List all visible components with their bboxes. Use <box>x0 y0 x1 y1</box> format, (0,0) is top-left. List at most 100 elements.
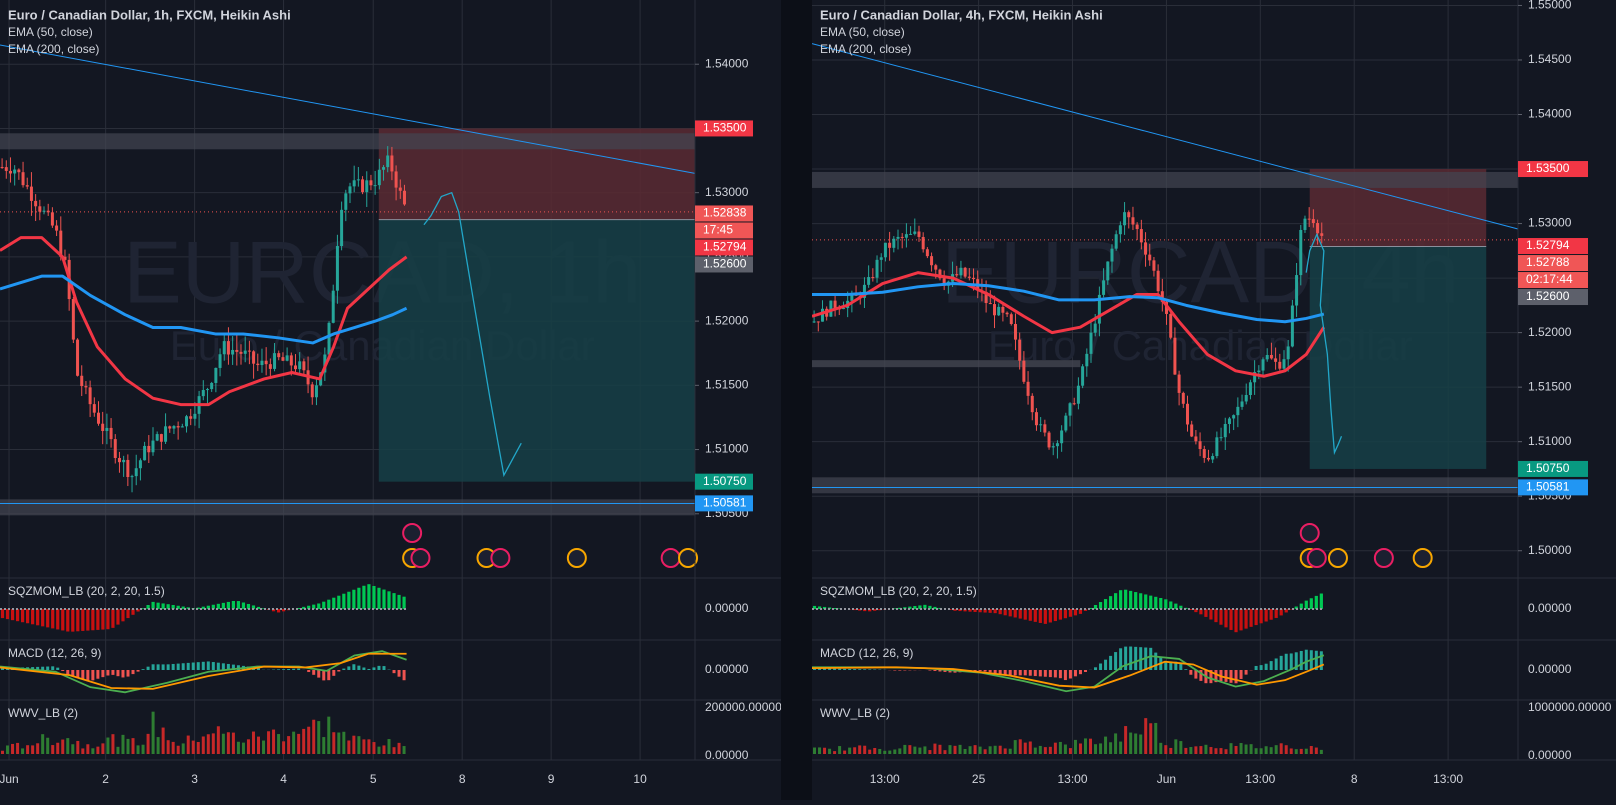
pane-label-sqzmom: SQZMOM_LB (20, 2, 20, 1.5) <box>8 584 165 598</box>
candle-body <box>139 460 142 468</box>
candle-body <box>930 256 933 265</box>
macd-histogram-bar <box>327 670 330 680</box>
candle-body <box>357 179 360 180</box>
sqzmom-bar <box>1134 592 1137 609</box>
macd-histogram-bar <box>984 670 987 672</box>
price-tick-label: 1.55000 <box>1528 0 1572 12</box>
price-tick-label: 1.54500 <box>1528 52 1572 66</box>
wwv-bar <box>1209 747 1212 754</box>
wwv-bar <box>1300 749 1303 754</box>
macd-histogram-bar <box>863 669 866 670</box>
sqzmom-bar <box>332 598 335 609</box>
macd-histogram-bar <box>1019 670 1022 675</box>
wwv-bar <box>398 743 401 754</box>
sqzmom-bar <box>1164 599 1167 609</box>
sqzmom-bar <box>151 602 154 609</box>
wwv-bar <box>848 748 851 754</box>
sqzmom-bar <box>1014 609 1017 617</box>
macd-histogram-bar <box>1079 670 1082 674</box>
candle-body <box>294 365 297 369</box>
candle-body <box>26 185 29 186</box>
candle-body <box>876 260 879 278</box>
wwv-bar <box>1159 743 1162 754</box>
wwv-bar <box>868 750 871 754</box>
candle-body <box>1018 340 1021 361</box>
sqzmom-bar <box>76 609 79 631</box>
candle-body <box>913 232 916 234</box>
support-band <box>0 499 695 515</box>
wwv-bar <box>352 736 355 754</box>
macd-histogram-bar <box>372 667 375 670</box>
indicator-legend-ema200: EMA (200, close) <box>8 42 99 56</box>
wwv-bar <box>1295 749 1298 754</box>
wwv-bar <box>959 745 962 754</box>
wwv-bar <box>347 740 350 754</box>
wwv-bar <box>1129 733 1132 754</box>
pane-label-sqzmom: SQZMOM_LB (20, 2, 20, 1.5) <box>820 584 977 598</box>
macd-histogram-bar <box>96 670 99 679</box>
macd-histogram-bar <box>1029 670 1032 676</box>
economic-event-icon <box>411 549 429 567</box>
macd-histogram-bar <box>858 669 861 670</box>
wwv-bar <box>1290 748 1293 754</box>
macd-histogram-bar <box>1034 670 1037 676</box>
candle-body <box>905 234 908 238</box>
macd-histogram-bar <box>317 670 320 678</box>
wwv-bar <box>172 742 175 754</box>
candle-body <box>1194 436 1197 441</box>
macd-histogram-bar <box>101 670 104 677</box>
candle-body <box>172 426 175 428</box>
macd-histogram-bar <box>1280 656 1283 670</box>
macd-histogram-bar <box>207 661 210 670</box>
time-tick-label: 13:00 <box>870 772 900 786</box>
candle-body <box>880 257 883 260</box>
macd-histogram-bar <box>192 663 195 670</box>
candle-body <box>1 167 4 168</box>
wwv-bar <box>1199 746 1202 754</box>
sqzmom-bar <box>352 590 355 609</box>
candle-body <box>1014 324 1017 340</box>
time-tick-label: 5 <box>370 772 377 786</box>
macd-histogram-bar <box>898 670 901 671</box>
wwv-bar <box>1024 743 1027 754</box>
sqzmom-bar <box>1214 609 1217 622</box>
macd-histogram-bar <box>1059 670 1062 678</box>
wwv-bar <box>863 746 866 754</box>
wwv-bar <box>1104 737 1107 754</box>
macd-histogram-bar <box>132 670 135 674</box>
macd-histogram-bar <box>152 664 155 670</box>
wwv-bar <box>137 745 140 754</box>
sqzmom-bar <box>372 586 375 609</box>
wwv-bar <box>242 743 245 754</box>
price-tag-label: 1.50750 <box>703 474 747 488</box>
wwv-bar <box>1034 748 1037 754</box>
price-tick-label: 1.51500 <box>1528 379 1572 393</box>
macd-histogram-bar <box>1300 651 1303 670</box>
wwv-bar <box>1204 745 1207 754</box>
wwv-bar <box>1179 741 1182 754</box>
macd-histogram-bar <box>61 670 64 671</box>
macd-histogram-bar <box>1129 647 1132 670</box>
macd-histogram-bar <box>1265 664 1268 670</box>
economic-event-icon <box>1329 549 1347 567</box>
sqzmom-bar <box>86 609 89 631</box>
candle-body <box>1257 371 1260 372</box>
price-tick-label: 1.53000 <box>1528 216 1572 230</box>
time-tick-label: 2 <box>102 772 109 786</box>
candle-body <box>1085 354 1088 366</box>
sqzmom-bar <box>347 592 350 609</box>
wwv-bar <box>312 720 315 754</box>
price-tag-label: 1.52838 <box>703 206 747 220</box>
candle-body <box>51 212 54 225</box>
panel-divider <box>781 0 812 800</box>
macd-histogram-bar <box>1184 669 1187 670</box>
price-tick-label: 1.50000 <box>1528 543 1572 557</box>
wwv-bar <box>913 747 916 754</box>
candle-body <box>922 237 925 249</box>
wwv-bar <box>883 751 886 754</box>
wwv-bar <box>377 747 380 754</box>
wwv-bar <box>252 732 255 754</box>
price-tag-label: 1.50750 <box>1526 461 1570 475</box>
time-tick-label: 3 <box>191 772 198 786</box>
macd-histogram-bar <box>362 668 365 671</box>
